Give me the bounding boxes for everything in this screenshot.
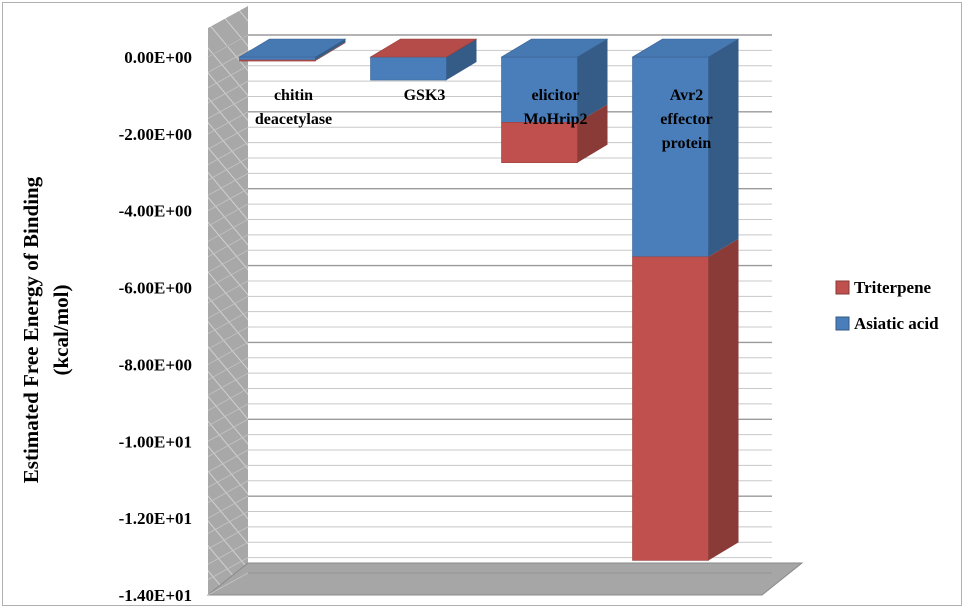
bar-side — [577, 104, 608, 163]
gridline-side — [207, 219, 249, 242]
legend: Triterpene Asiatic acid — [835, 278, 939, 333]
gridline-side — [207, 65, 249, 89]
y-tick-label: -8.00E+00 — [119, 355, 192, 374]
bar-front — [239, 56, 316, 61]
y-tick-label: -1.20E+01 — [119, 509, 192, 528]
bar-side — [708, 39, 739, 257]
legend-swatch — [835, 280, 850, 295]
bars — [238, 38, 740, 561]
side-wall — [208, 6, 248, 595]
category-label: deacetylase — [255, 111, 332, 128]
y-tick-label: -4.00E+00 — [119, 202, 192, 221]
floor — [206, 562, 804, 596]
gridline-side — [207, 557, 249, 580]
bar-front — [501, 122, 578, 163]
bar-front — [370, 56, 447, 81]
y-axis-ticks: 0.00E+00 -2.00E+00 -4.00E+00 -6.00E+00 -8.00… — [119, 48, 192, 605]
y-tick-label: -2.00E+00 — [119, 125, 192, 144]
category-label: elicitor — [532, 87, 580, 104]
gridline-side — [207, 403, 249, 427]
gridline-side — [207, 511, 249, 534]
gridline-side — [207, 357, 249, 381]
category-label: MoHrip2 — [524, 111, 588, 128]
y-axis-label-line: (kcal/mol) — [49, 285, 73, 376]
legend-label: Triterpene — [854, 278, 932, 297]
bar-triterpene — [239, 42, 346, 62]
gridline-side — [207, 449, 249, 473]
bar-side — [708, 238, 739, 561]
y-tick-label: -1.40E+01 — [119, 586, 192, 605]
category-label: chitin — [274, 87, 313, 104]
gridline-side — [207, 311, 249, 335]
gridline-side — [207, 172, 249, 196]
gridline-side — [207, 342, 249, 365]
bar-triterpene — [501, 104, 608, 163]
category-labels: chitin deacetylase GSK3 elicitor MoHrip2 Avr2… — [255, 87, 713, 152]
gridline-side — [207, 326, 249, 350]
y-tick-label: -1.00E+01 — [119, 432, 192, 451]
category-label: effector — [660, 111, 712, 128]
legend-swatch — [835, 316, 850, 331]
bar-side — [577, 39, 608, 123]
gridline-side — [207, 372, 249, 396]
bar-top — [238, 38, 347, 58]
gridline-side — [207, 295, 249, 319]
gridline-side — [207, 234, 249, 258]
gridline-side — [207, 80, 249, 104]
legend-label: Asiatic acid — [854, 314, 939, 333]
category-label: Avr2 — [670, 87, 703, 104]
bar-top — [631, 38, 740, 58]
bar-triterpene — [632, 238, 739, 561]
bar-front — [632, 56, 709, 258]
y-axis-label-line: Estimated Free Energy of Binding — [19, 176, 43, 483]
gridline-side — [207, 126, 249, 150]
gridline-side — [207, 480, 249, 504]
gridline-side — [207, 203, 249, 227]
gridline-side — [207, 249, 249, 273]
category-label: protein — [662, 135, 712, 152]
bar-top — [369, 38, 478, 58]
bar-asiatic-acid — [632, 39, 739, 258]
y-tick-label: 0.00E+00 — [124, 48, 192, 67]
gridline-side — [207, 465, 249, 488]
gridline-side — [207, 188, 249, 212]
gridline-side — [207, 572, 249, 596]
gridline-side — [207, 526, 249, 550]
gridline-side — [207, 388, 249, 411]
bar-asiatic-acid — [370, 39, 477, 81]
bar-side — [315, 39, 346, 61]
gridline-side — [207, 157, 249, 181]
gridline-side — [207, 418, 249, 442]
bar-side — [315, 42, 346, 61]
gridline-side — [207, 96, 249, 119]
gridline-side — [207, 265, 249, 288]
gridline-side — [207, 50, 249, 73]
category-label: GSK3 — [404, 87, 446, 104]
y-tick-label: -6.00E+00 — [119, 279, 192, 298]
gridline-side — [207, 142, 249, 165]
gridline-side — [207, 541, 249, 565]
gridline-side — [207, 111, 249, 135]
bar-front — [632, 256, 709, 561]
gridline-side — [207, 434, 249, 458]
gridline-side — [207, 34, 249, 58]
bar-side — [446, 39, 477, 81]
y-axis-label: Estimated Free Energy of Binding (kcal/mo… — [19, 176, 73, 483]
gridline-side — [207, 280, 249, 304]
gridline-side — [207, 495, 249, 519]
bar-front — [239, 59, 316, 62]
bar-top — [500, 38, 609, 58]
